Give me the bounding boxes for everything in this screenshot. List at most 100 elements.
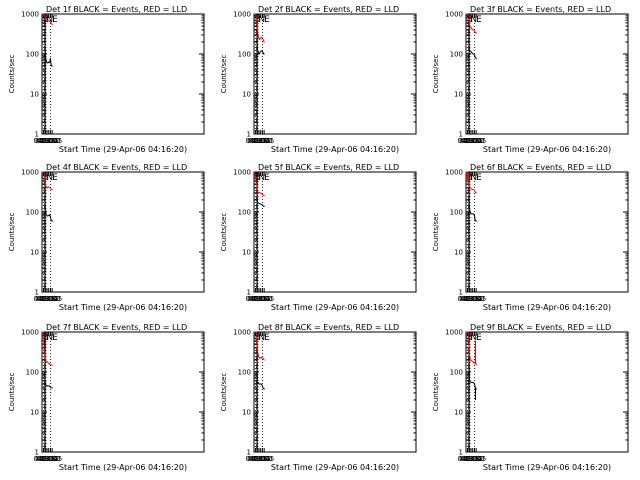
y-tick-label: 1 [247, 289, 251, 297]
x-tick-label: 04:30 [245, 137, 265, 145]
y-axis-label: Counts/sec [432, 373, 440, 412]
x-tick-label: 05:30 [40, 137, 60, 145]
lld-series-line [42, 331, 53, 366]
lld-series-line [254, 331, 265, 361]
x-tick-label: 05:15 [39, 137, 59, 145]
x-tick-label: 04:45 [35, 137, 55, 145]
panel-title: Det 2f BLACK = Events, RED = LLD [258, 5, 399, 14]
flag-label: S [255, 15, 261, 25]
y-tick-label: 100 [26, 51, 39, 59]
detector-panel: Det 5f BLACK = Events, RED = LLD Counts/s… [220, 163, 417, 312]
y-tick-label: 1 [247, 449, 251, 457]
x-axis-label: Start Time (29-Apr-06 04:16:20) [271, 145, 399, 154]
flag-label: E [52, 173, 58, 183]
plot-frame [253, 171, 417, 293]
y-tick-label: 1000 [21, 169, 39, 177]
flag-label: E [264, 15, 270, 25]
plot-frame [465, 171, 629, 293]
x-tick-label: 05:30 [464, 137, 484, 145]
plot-frame [253, 13, 417, 135]
plot-frame [41, 171, 205, 293]
x-axis-label: Start Time (29-Apr-06 04:16:20) [59, 303, 187, 312]
y-tick-label: 10 [30, 249, 39, 257]
flag-label: S [467, 173, 473, 183]
x-tick-label: 05:15 [463, 455, 483, 463]
x-tick-label: 05:00 [249, 137, 269, 145]
x-tick-label: 05:15 [463, 137, 483, 145]
x-tick-label: 05:15 [251, 455, 271, 463]
y-axis-label: Counts/sec [432, 213, 440, 252]
events-series-line [256, 370, 266, 390]
events-series-line [44, 48, 53, 83]
y-tick-label: 1 [35, 449, 39, 457]
plot-frame [465, 13, 629, 135]
y-tick-label: 1000 [21, 11, 39, 19]
detector-panel: Det 8f BLACK = Events, RED = LLD Counts/s… [220, 323, 417, 472]
detector-panel: Det 4f BLACK = Events, RED = LLD Counts/s… [8, 163, 205, 312]
x-axis-label: Start Time (29-Apr-06 04:16:20) [271, 463, 399, 472]
flag-label: N [258, 15, 265, 25]
detector-panel: Det 3f BLACK = Events, RED = LLD Counts/s… [432, 5, 629, 154]
x-tick-label: 05:45 [254, 295, 274, 303]
flag-label: N [258, 333, 265, 343]
x-tick-label: 04:45 [459, 137, 479, 145]
y-tick-label: 100 [26, 369, 39, 377]
flag-label: E [476, 333, 482, 343]
y-tick-label: 1000 [445, 169, 463, 177]
y-tick-label: 100 [238, 209, 251, 217]
x-tick-label: 05:00 [249, 295, 269, 303]
y-tick-label: 100 [238, 369, 251, 377]
x-tick-label: 04:45 [247, 137, 267, 145]
x-tick-label: 05:00 [37, 295, 57, 303]
lld-series-line [253, 171, 265, 196]
flag-label: S [43, 173, 49, 183]
x-tick-label: 05:15 [39, 455, 59, 463]
y-axis-label: Counts/sec [8, 213, 16, 252]
events-series-line [256, 197, 265, 228]
x-tick-label: 04:30 [33, 295, 53, 303]
x-tick-label: 05:45 [466, 137, 486, 145]
y-axis-label: Counts/sec [8, 55, 16, 94]
y-tick-label: 1000 [233, 11, 251, 19]
detector-panel: Det 1f BLACK = Events, RED = LLD Counts/s… [8, 5, 205, 154]
y-tick-label: 10 [30, 409, 39, 417]
x-tick-label: 04:30 [245, 295, 265, 303]
x-axis-label: Start Time (29-Apr-06 04:16:20) [483, 303, 611, 312]
events-series-line [468, 199, 478, 233]
x-tick-label: 04:30 [33, 137, 53, 145]
x-axis-label: Start Time (29-Apr-06 04:16:20) [271, 303, 399, 312]
flag-label: S [467, 15, 473, 25]
y-tick-label: 10 [30, 91, 39, 99]
events-series-line [468, 361, 478, 401]
x-tick-label: 05:30 [464, 455, 484, 463]
x-tick-label: 05:45 [466, 455, 486, 463]
x-tick-label: 05:00 [37, 137, 57, 145]
lld-series-line [42, 171, 53, 191]
x-tick-label: 05:30 [252, 137, 272, 145]
y-axis-label: Counts/sec [220, 55, 228, 94]
flag-label: E [52, 15, 58, 25]
x-tick-label: 05:45 [254, 455, 274, 463]
y-tick-label: 100 [238, 51, 251, 59]
panel-title: Det 8f BLACK = Events, RED = LLD [258, 323, 399, 332]
flag-label: S [467, 333, 473, 343]
flag-label: N [46, 173, 53, 183]
flag-label: E [476, 15, 482, 25]
plot-frame [253, 331, 417, 453]
y-tick-label: 1000 [233, 329, 251, 337]
lld-series-line [466, 331, 478, 366]
x-tick-label: 04:30 [245, 455, 265, 463]
flag-label: N [470, 173, 477, 183]
x-tick-label: 04:30 [457, 137, 477, 145]
x-tick-label: 05:45 [42, 137, 62, 145]
x-tick-label: 05:45 [42, 295, 62, 303]
y-tick-label: 1000 [445, 11, 463, 19]
x-tick-label: 04:45 [35, 295, 55, 303]
y-tick-label: 1 [35, 289, 39, 297]
x-tick-label: 04:30 [33, 455, 53, 463]
flag-label: N [46, 333, 53, 343]
x-tick-label: 04:45 [35, 455, 55, 463]
y-tick-label: 100 [450, 369, 463, 377]
y-tick-label: 1 [459, 131, 463, 139]
flag-label: S [255, 333, 261, 343]
